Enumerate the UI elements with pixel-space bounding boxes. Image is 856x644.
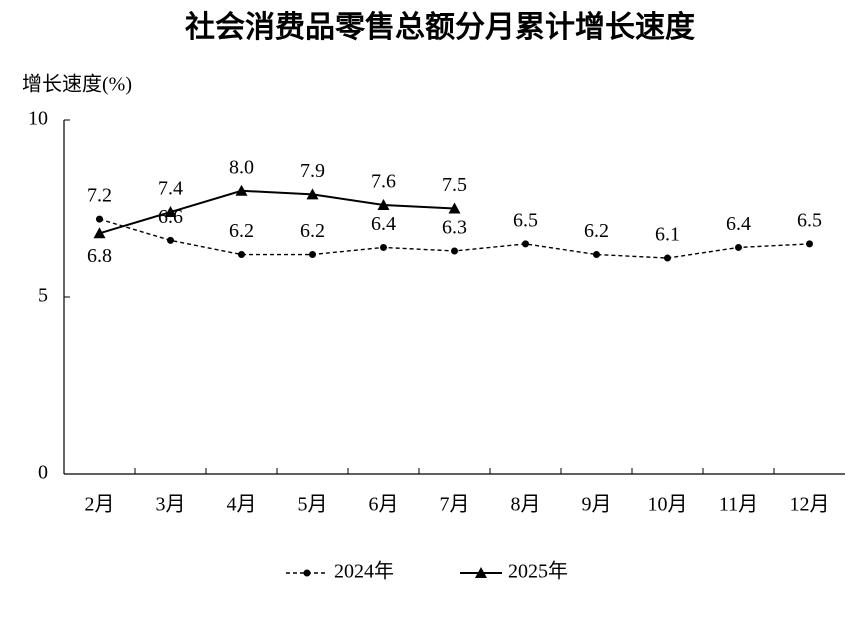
data-label: 7.9 (300, 160, 325, 182)
x-tick-label: 8月 (511, 494, 541, 516)
y-tick-label: 0 (38, 462, 48, 484)
data-label: 6.4 (726, 213, 751, 235)
data-label: 6.1 (655, 224, 680, 246)
data-point (380, 243, 387, 251)
x-tick-label: 4月 (227, 494, 257, 516)
data-point (735, 243, 742, 251)
data-point (664, 254, 671, 262)
data-point (164, 206, 177, 218)
data-point (238, 251, 245, 259)
data-label: 6.4 (371, 213, 396, 235)
data-label: 6.8 (87, 245, 112, 267)
data-label: 7.5 (442, 174, 467, 196)
x-tick-label: 5月 (298, 494, 328, 516)
y-axis-label: 增长速度(%) (22, 73, 132, 96)
legend-marker (475, 567, 487, 578)
chart-title: 社会消费品零售总额分月累计增长速度 (185, 11, 695, 44)
data-point (522, 240, 529, 248)
data-label: 6.2 (229, 220, 254, 242)
data-point (96, 215, 103, 223)
legend-marker (303, 569, 311, 577)
x-tick-label: 9月 (582, 494, 612, 516)
data-label: 7.2 (87, 185, 112, 207)
data-label: 7.6 (371, 171, 396, 193)
data-label: 6.3 (442, 217, 467, 239)
data-point (806, 240, 813, 248)
data-point (306, 188, 319, 200)
y-tick-label: 10 (28, 108, 48, 130)
data-point (593, 251, 600, 259)
x-tick-label: 6月 (369, 494, 399, 516)
data-label: 7.4 (158, 178, 183, 200)
x-tick-label: 3月 (156, 494, 186, 516)
data-point (93, 227, 106, 239)
data-label: 6.5 (797, 209, 822, 231)
data-label: 8.0 (229, 156, 254, 178)
x-tick-label: 12月 (790, 494, 830, 516)
legend-label: 2025年 (508, 560, 568, 583)
x-tick-label: 7月 (440, 494, 470, 516)
y-tick-label: 5 (38, 285, 48, 307)
series-line (99, 189, 455, 235)
x-tick-label: 10月 (648, 494, 688, 516)
data-label: 6.5 (513, 209, 538, 231)
data-label: 6.2 (300, 220, 325, 242)
data-point (309, 251, 316, 259)
legend-label: 2024年 (334, 560, 394, 583)
data-point (448, 202, 461, 214)
data-point (235, 184, 248, 196)
x-tick-label: 11月 (719, 494, 758, 516)
data-point (377, 198, 390, 210)
x-tick-label: 2月 (85, 494, 115, 516)
data-label: 6.2 (584, 220, 609, 242)
data-point (451, 247, 458, 255)
data-point (167, 236, 174, 244)
